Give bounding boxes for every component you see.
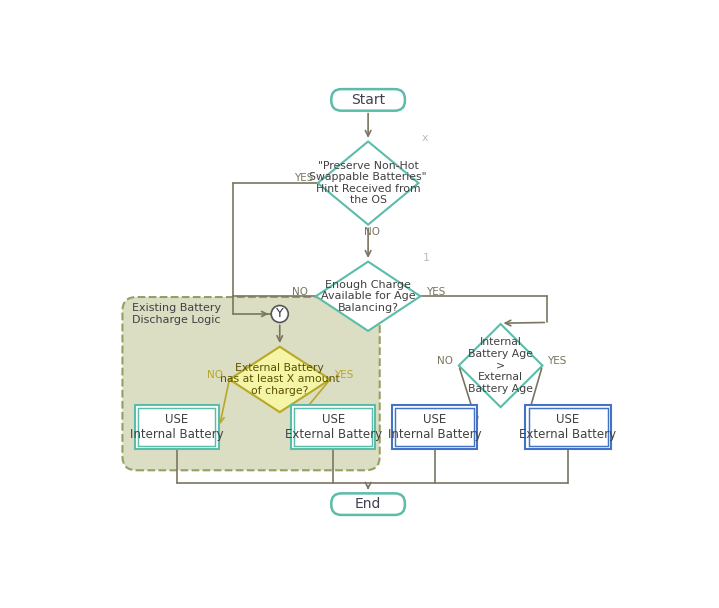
Circle shape [271,305,288,322]
Text: Start: Start [351,93,385,107]
Text: YES: YES [334,370,354,380]
Text: NO: NO [364,227,380,237]
Text: USE
Internal Battery: USE Internal Battery [130,413,224,441]
Text: NO: NO [207,370,224,380]
Text: Enough Charge
Available for Age
Balancing?: Enough Charge Available for Age Balancin… [321,280,416,313]
Text: Existing Battery
Discharge Logic: Existing Battery Discharge Logic [132,303,221,325]
Text: USE
External Battery: USE External Battery [520,413,617,441]
Bar [528,408,608,446]
Bar [138,408,216,446]
Text: "Preserve Non-Hot
Swappable Batteries"
Hint Received from
the OS: "Preserve Non-Hot Swappable Batteries" H… [309,161,427,206]
Text: End: End [355,497,381,511]
Text: x: x [421,133,428,143]
Text: YES: YES [426,286,446,297]
FancyBboxPatch shape [331,89,405,111]
Bar [526,405,610,449]
Text: USE
External Battery: USE External Battery [285,413,382,441]
Text: YES: YES [546,356,566,366]
Bar [295,408,372,446]
Text: NO: NO [437,356,453,366]
Polygon shape [459,324,542,407]
Bar [395,408,475,446]
Text: YES: YES [294,173,313,184]
FancyBboxPatch shape [122,297,380,470]
Text: USE
Internal Battery: USE Internal Battery [388,413,482,441]
Bar [135,405,219,449]
Bar [291,405,375,449]
Bar [392,405,477,449]
Text: NO: NO [293,286,308,297]
Polygon shape [229,347,330,412]
FancyBboxPatch shape [331,493,405,515]
Text: Internal
Battery Age
>
External
Battery Age: Internal Battery Age > External Battery … [468,337,533,394]
Text: Y: Y [276,308,283,320]
Text: External Battery
has at least X amount
of charge?: External Battery has at least X amount o… [220,363,339,396]
Polygon shape [316,261,421,331]
Polygon shape [318,142,418,224]
Text: 1: 1 [423,253,430,263]
